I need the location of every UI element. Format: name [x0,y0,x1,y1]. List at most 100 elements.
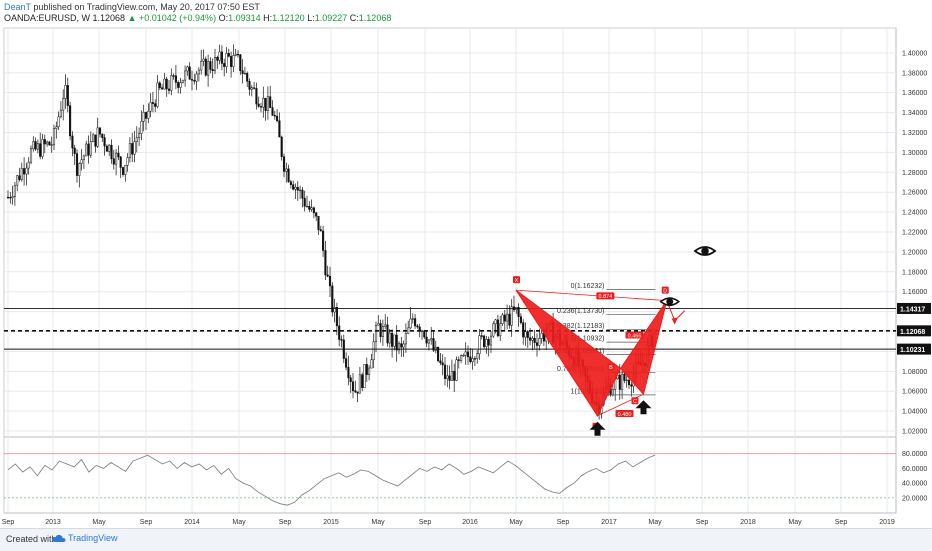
y-tick-label: 1.30000 [902,150,927,157]
candle-body [108,144,111,152]
candle-body [315,212,318,217]
price-level-label: 1.10231 [900,347,925,354]
y-tick-label: 1.04000 [902,409,927,416]
candle-body [128,143,131,158]
candle-body [388,332,391,344]
candle-body [103,137,106,147]
tradingview-brand: TradingView [68,533,118,543]
candle-body [34,141,37,150]
fib-level-label: 0.5(1.10932) [565,336,605,343]
candle-body [39,143,42,157]
candle-body [96,127,99,147]
candle-body [370,359,373,369]
pattern-ratio-tag [615,410,634,418]
candle-body [211,69,214,72]
candle-body [36,143,39,150]
candle-body [407,327,410,334]
candle-body [202,58,205,62]
price-change: ▲ +0.01042 (+0.94%) [127,13,217,23]
candle-body [232,55,235,67]
y-tick-label: 1.20000 [902,249,927,256]
candle-body [347,367,350,379]
x-tick-label: May [648,519,662,526]
candle-body [138,133,141,138]
candle-body [423,330,426,338]
candle-body [416,325,419,328]
candle-body [305,205,309,208]
candle-body [27,161,30,169]
candle-body [368,367,371,375]
candle-body [471,358,474,363]
candle-body [480,335,483,337]
publisher-username[interactable]: DeanT [4,2,31,12]
ohlc-low-key: L: [307,13,315,23]
pattern-xd-line [515,289,667,302]
candle-body [317,215,320,230]
ohlc-low-value: 1.09227 [314,13,348,23]
chart-publisher-line: DeanT published on TradingView.com, May … [4,2,260,12]
x-tick-label: Sep [419,519,432,526]
tradingview-logo[interactable]: TradingView [52,533,118,543]
candle-body [87,143,90,156]
tradingview-cloud-icon [52,534,66,542]
candle-body [282,156,286,172]
candle-body [234,53,237,56]
pattern-xab-triangle [515,289,622,417]
candle-body [450,371,453,381]
candle-body [280,136,283,157]
y-tick-label: 1.26000 [902,190,927,197]
candle-body [98,127,102,135]
candle-body [294,186,297,190]
candle-body [354,390,357,393]
candle-body [430,338,433,341]
ohlc-close-value: 1.12068 [358,13,392,23]
candle-body [55,126,58,129]
candle-body [524,331,527,338]
candle-body [225,53,228,67]
rsi-level-label: 80.0000 [902,451,927,458]
price-level-tag [897,325,931,337]
candle-body [73,147,76,154]
candle-body [441,362,444,366]
y-tick-label: 1.02000 [902,429,927,436]
candle-body [517,307,520,317]
candle-body [121,167,125,175]
price-chart[interactable]: 1.40000 1.38000 1.36000 1.34000 1.32000 1.300… [0,0,932,528]
candle-body [158,82,161,88]
candle-body [126,157,129,166]
candle-body [119,156,122,168]
candle-body [154,103,157,107]
y-tick-label: 1.16000 [902,289,927,296]
candle-body [269,96,272,108]
candle-body [216,57,219,61]
pattern-ratio-label: 0.480 [618,412,632,418]
candle-body [335,307,338,327]
pattern-ratio-label: 0.874 [598,294,612,300]
candle-body [264,97,267,111]
candle-body [32,141,35,149]
pattern-point-label: C [633,399,637,405]
candle-body [519,316,522,323]
candle-body [156,82,159,107]
candle-body [52,128,56,146]
candle-body [625,379,628,382]
last-price: 1.12068 [92,13,126,23]
candle-body [276,115,279,122]
candle-body [483,335,486,347]
candle-body [499,323,502,337]
candle-body [395,334,398,351]
candle-body [259,106,263,108]
candle-body [489,335,493,346]
candle-body [43,139,46,145]
candle-body [506,313,509,322]
candle-body [80,159,83,164]
candle-body [630,384,633,387]
y-tick-label: 1.36000 [902,90,927,97]
price-level-label: 1.14317 [900,306,925,313]
y-tick-label: 1.28000 [902,170,927,177]
pattern-point-tag [607,363,615,371]
candle-body [255,88,258,105]
candle-body [473,358,476,360]
x-tick-label: May [92,519,106,526]
candle-body [345,358,348,368]
